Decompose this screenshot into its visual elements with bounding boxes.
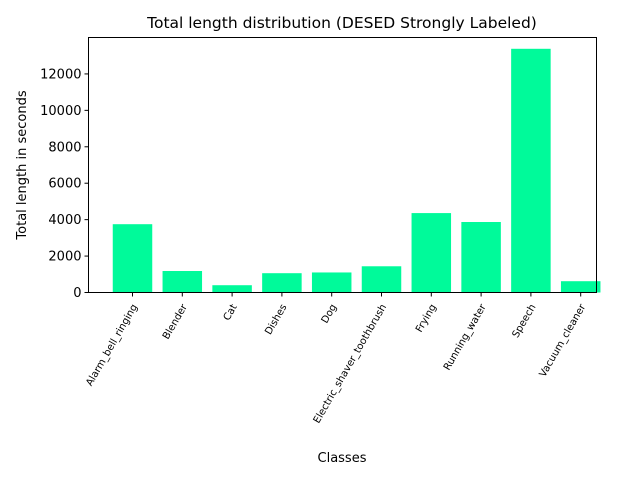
y-tick-label: 2000 (48, 250, 81, 265)
bar-dog (311, 272, 352, 293)
bar-alarm-bell-ringing (112, 224, 153, 293)
y-tick-label: 4000 (48, 213, 81, 228)
bar-dishes (262, 273, 302, 293)
bar-vacuum-cleaner (560, 281, 601, 293)
x-tick-label: Running_water (442, 302, 489, 373)
x-tick-label: Vacuum_cleaner (538, 302, 589, 380)
x-axis-ticks: Alarm_bell_ringing Blender Cat Dishes DogEle… (84, 292, 589, 426)
bar-speech (511, 48, 551, 293)
x-tick-label: Cat (222, 302, 240, 322)
x-tick-label: Alarm_bell_ringing (84, 303, 140, 389)
x-tick-label: Speech (511, 303, 539, 340)
y-tick-label: 8000 (48, 140, 81, 155)
y-axis-label: Total length in seconds (15, 90, 30, 240)
y-tick-label: 0 (73, 286, 81, 301)
plot-frame (88, 37, 597, 293)
x-tick-label: Frying (414, 303, 439, 335)
bars-group (112, 48, 601, 293)
bar-blender (162, 271, 203, 293)
x-tick-label: Blender (161, 302, 190, 342)
x-tick-label: Dog (320, 303, 340, 326)
chart-title: Total length distribution (DESED Strongl… (146, 14, 537, 32)
bar-cat (212, 285, 252, 293)
bar-electric-shaver-toothbrush (361, 266, 402, 293)
y-tick-label: 10000 (40, 104, 81, 119)
y-axis-ticks: 0 2000 4000 6000 8000 10000 12000 (40, 67, 89, 301)
x-axis-label: Classes (318, 451, 367, 466)
x-tick-label: Dishes (263, 303, 289, 337)
bar-running-water (461, 222, 501, 293)
y-tick-label: 12000 (40, 67, 81, 82)
y-tick-label: 6000 (48, 177, 81, 192)
bar-frying (411, 213, 452, 293)
